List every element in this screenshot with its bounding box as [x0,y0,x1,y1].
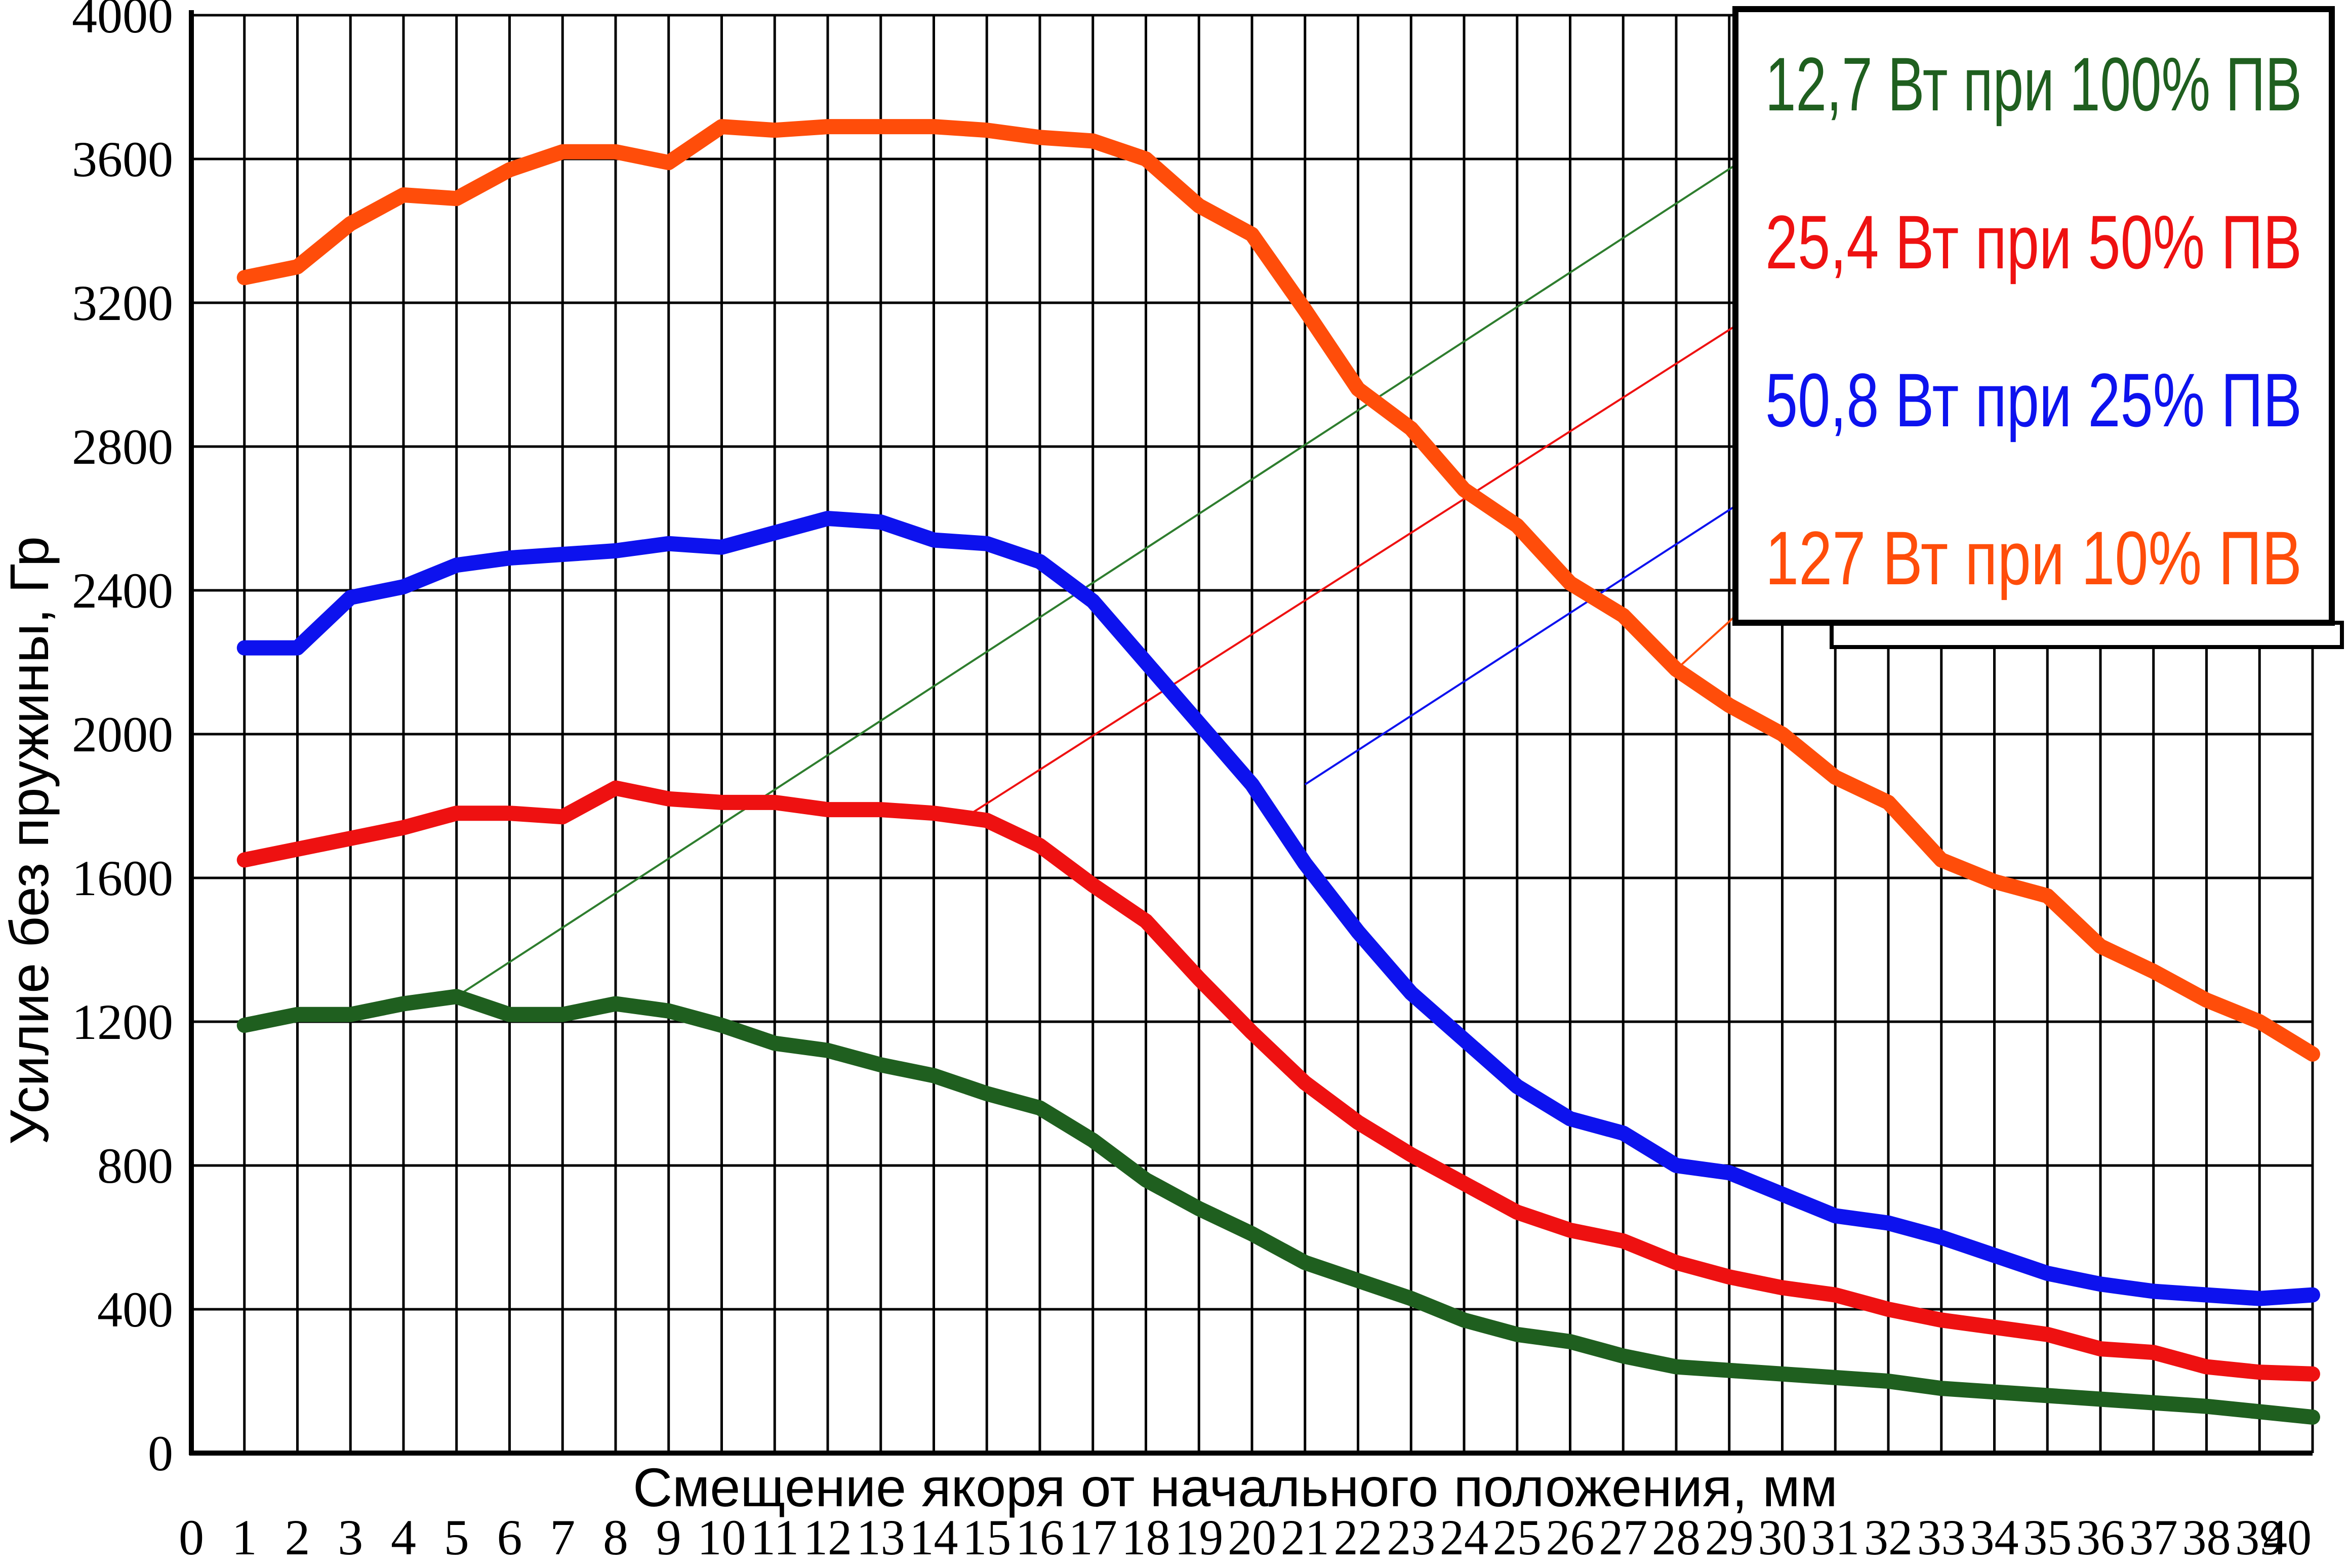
x-tick-label: 35 [2023,1509,2072,1565]
y-tick-label: 2400 [72,562,173,619]
x-tick-label: 31 [1811,1509,1859,1565]
x-tick-label: 7 [550,1509,575,1565]
y-tick-label: 4000 [72,0,173,44]
x-tick-label: 15 [962,1509,1011,1565]
y-tick-label: 1600 [72,850,173,906]
legend-shadow [1830,621,2344,649]
legend-entry-4: 127 Вт при 10% ПВ [1765,515,2302,600]
x-tick-label: 30 [1758,1509,1807,1565]
x-tick-label: 6 [497,1509,522,1565]
x-tick-label: 14 [910,1509,958,1565]
y-tick-label: 0 [148,1425,173,1481]
guide-lines [456,151,1772,997]
x-tick-label: 11 [750,1509,799,1565]
axes [189,10,2313,1456]
x-tick-label: 17 [1069,1509,1117,1565]
x-tick-label: 32 [1864,1509,1913,1565]
y-tick-label: 2000 [72,706,173,762]
x-tick-label: 28 [1652,1509,1701,1565]
legend-entry-1: 12,7 Вт при 100% ПВ [1765,42,2302,127]
legend-entry-3: 50,8 Вт при 25% ПВ [1765,357,2302,443]
series-line-3 [236,511,2320,1306]
x-tick-label: 36 [2076,1509,2125,1565]
x-tick-label: 10 [698,1509,746,1565]
y-tick-label: 800 [97,1138,173,1194]
x-tick-label: 5 [444,1509,469,1565]
y-axis-label: Усилие без пружины, Гр [0,536,60,1145]
x-tick-label: 19 [1175,1509,1223,1565]
x-tick-label: 12 [803,1509,852,1565]
x-tick-label: 8 [603,1509,628,1565]
x-tick-label: 26 [1546,1509,1595,1565]
y-tick-labels: 0 400 800 1200 1600 2000 2400 2800 3200 3600 4000 [72,0,173,1481]
x-tick-label: 21 [1281,1509,1329,1565]
x-tick-label: 40 [2263,1509,2312,1565]
legend-entry-2: 25,4 Вт при 50% ПВ [1765,199,2302,285]
x-tick-label: 18 [1122,1509,1170,1565]
x-tick-label: 23 [1387,1509,1435,1565]
y-tick-label: 3200 [72,275,173,331]
legend-leader-line [959,302,1772,822]
x-axis-label: Смещение якоря от начального положения, … [633,1457,1838,1518]
y-tick-label: 400 [97,1281,173,1338]
x-tick-label: 20 [1228,1509,1276,1565]
y-tick-label: 3600 [72,131,173,187]
x-tick-label: 25 [1493,1509,1542,1565]
x-tick-label: 1 [232,1509,257,1565]
legend-leader-line [1304,481,1772,786]
legend: 12,7 Вт при 100% ПВ 25,4 Вт при 50% ПВ 50,… [1732,6,2344,649]
legend-box [1732,6,2335,626]
x-tick-label: 29 [1705,1509,1754,1565]
x-tick-label: 24 [1440,1509,1488,1565]
x-tick-label: 3 [338,1509,363,1565]
series-lines [236,119,2320,1425]
x-tick-label: 34 [1970,1509,2019,1565]
x-tick-label: 2 [285,1509,310,1565]
y-tick-label: 2800 [72,419,173,475]
x-tick-label: 0 [179,1509,204,1565]
series-line-4 [236,119,2320,1062]
x-tick-label: 33 [1917,1509,1966,1565]
x-tick-label: 37 [2129,1509,2178,1565]
y-tick-label: 1200 [72,994,173,1050]
x-tick-label: 16 [1016,1509,1064,1565]
x-tick-label: 4 [391,1509,416,1565]
x-tick-label: 39 [2235,1509,2284,1565]
x-tick-labels: 0 1 2 3 4 5 6 7 8 9 10 11 12 13 14 15 16 17 18 19 20 21 22 23 24… [179,1509,2312,1565]
x-tick-label: 22 [1334,1509,1383,1565]
series-line-2 [236,780,2320,1382]
x-tick-label: 9 [656,1509,681,1565]
series-line-1 [236,989,2320,1425]
x-tick-label: 27 [1599,1509,1647,1565]
x-tick-label: 38 [2182,1509,2231,1565]
legend-leader-line [456,151,1757,997]
x-tick-label: 13 [857,1509,905,1565]
